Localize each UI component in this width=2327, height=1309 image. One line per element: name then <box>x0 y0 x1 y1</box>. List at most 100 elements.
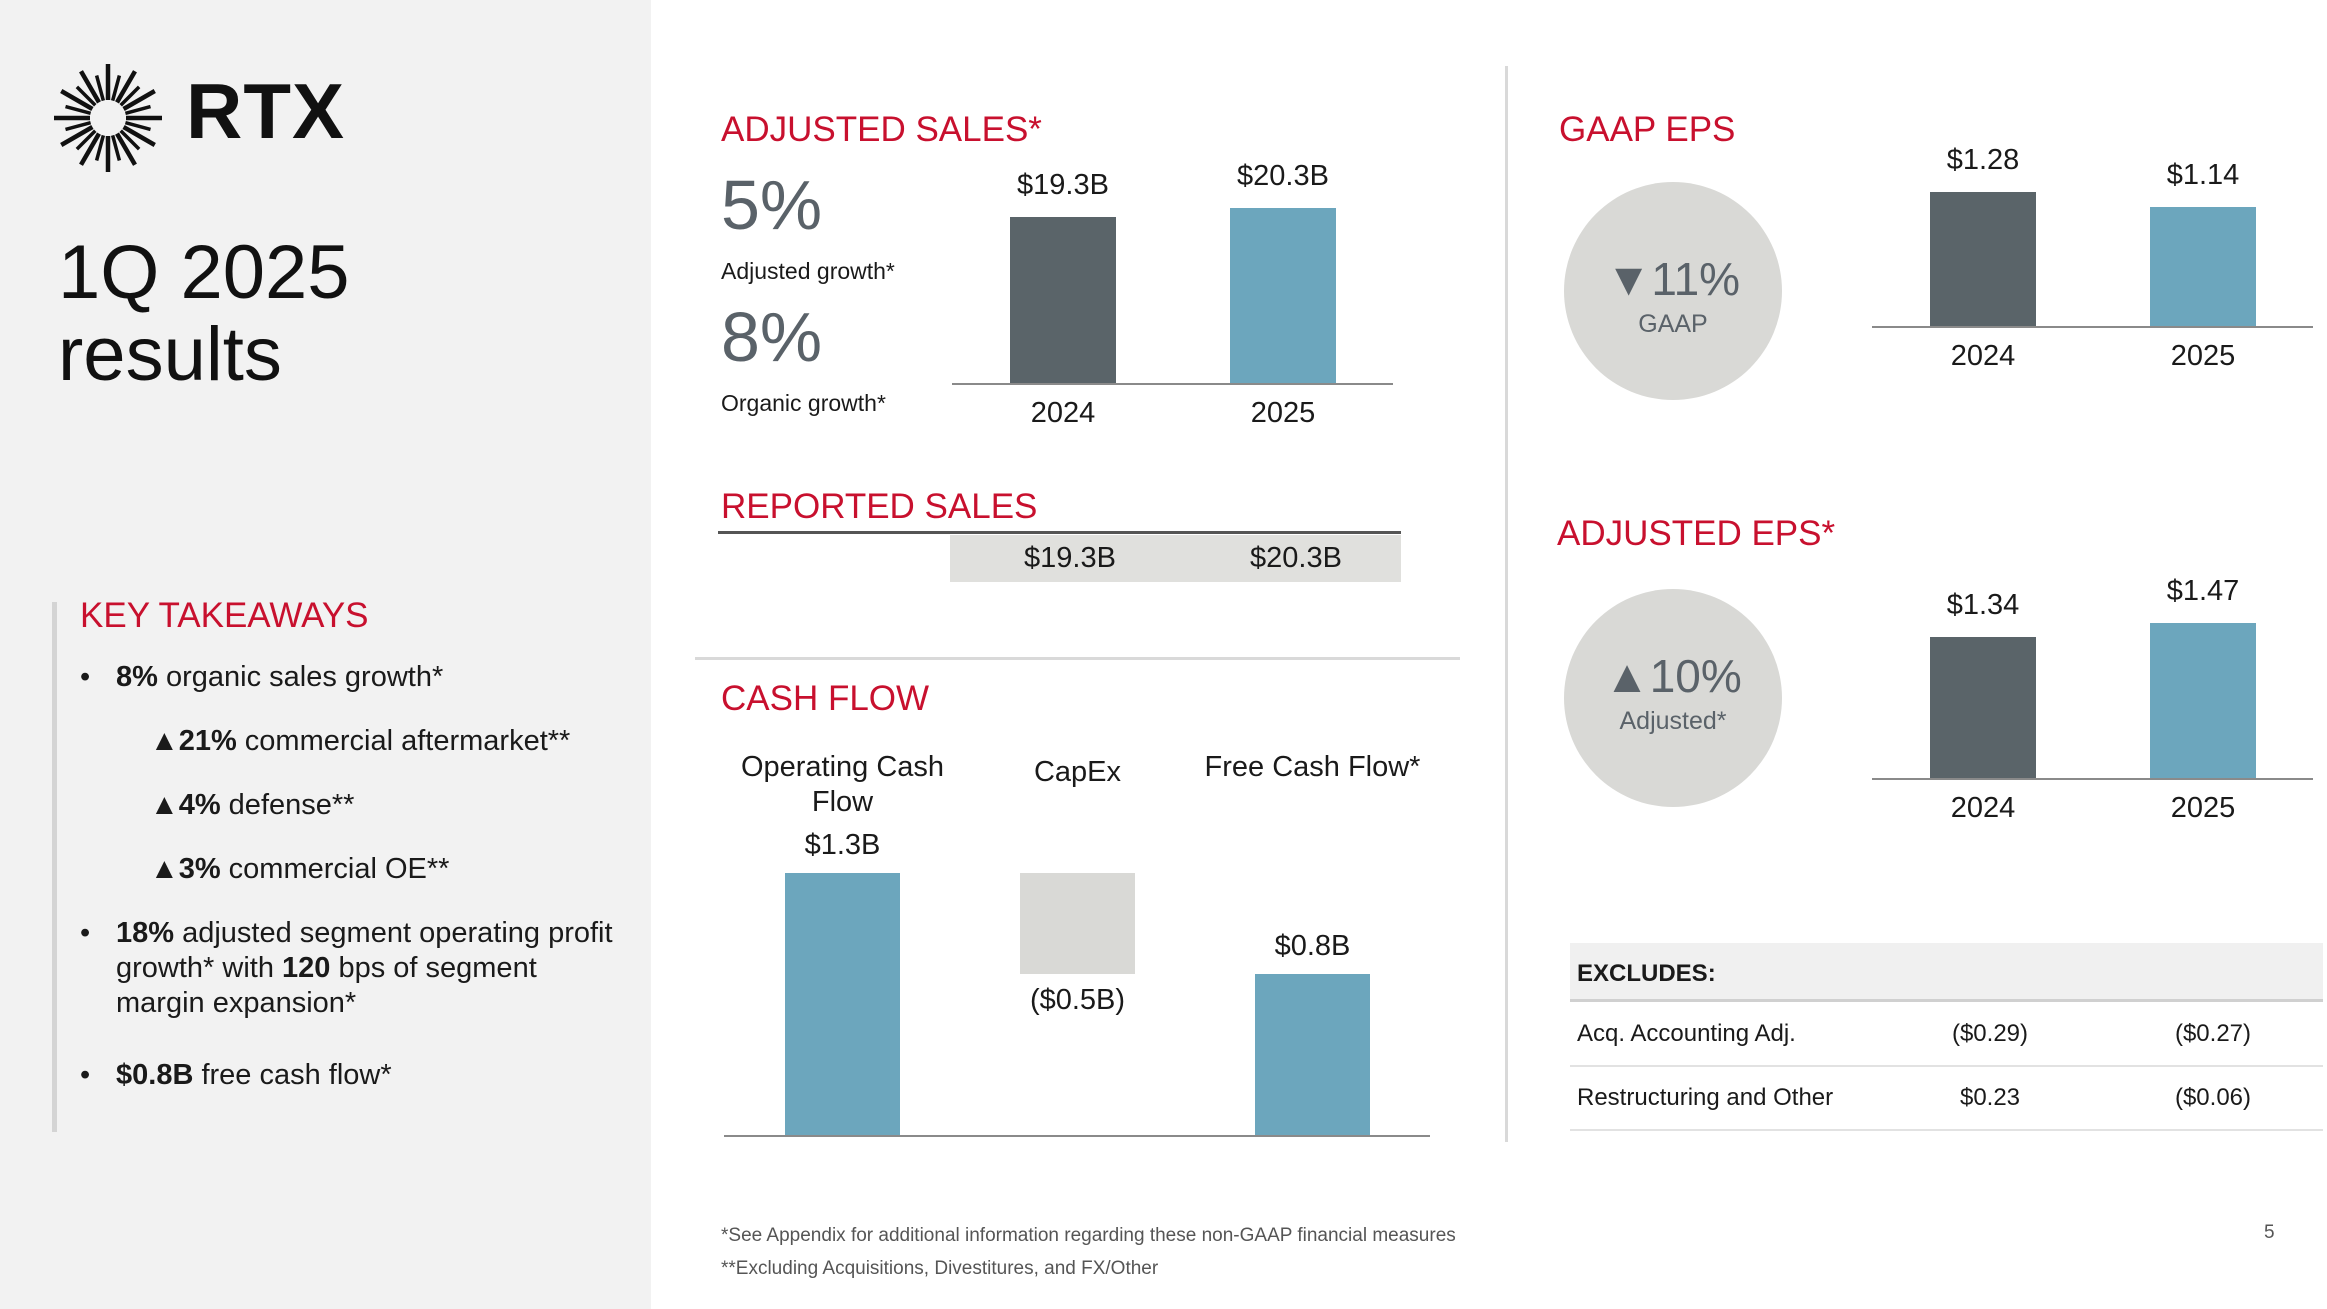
data-label: $1.28 <box>1946 144 2020 176</box>
sidebar-panel <box>0 0 651 1309</box>
takeaway-bold: 4% <box>178 789 221 821</box>
logo-ray <box>60 89 94 111</box>
x-category-label: CapEx <box>1033 756 1122 788</box>
takeaway-bold: 120 <box>282 952 331 984</box>
bar <box>1930 192 2036 326</box>
excludes-row-divider <box>1570 1065 2323 1067</box>
bar <box>1020 873 1135 974</box>
cash-flow-heading: CASH FLOW <box>721 679 930 718</box>
bar <box>2150 623 2256 778</box>
data-label: $1.47 <box>2166 575 2240 607</box>
logo-ray <box>79 70 101 104</box>
takeaway-text: commercial OE** <box>220 853 450 885</box>
x-tick-label: 2025 <box>2170 792 2236 824</box>
data-label: $19.3B <box>1017 168 1109 201</box>
excludes-row-2024: ($0.29) <box>1951 1020 2029 1047</box>
takeaway-bold: 18% <box>116 917 175 949</box>
footnote-excluding: **Excluding Acquisitions, Divestitures, … <box>721 1258 1159 1279</box>
logo-ray <box>94 75 106 102</box>
reported-sales-2025: $20.3B <box>1250 542 1342 574</box>
bar <box>785 873 900 1135</box>
takeaway-sub-aftermarket: ▲21% commercial aftermarket** <box>150 724 570 759</box>
takeaway-text: bps of segment margin expansion* <box>116 952 537 1019</box>
adjusted-eps-heading: ADJUSTED EPS* <box>1557 514 1836 553</box>
logo-ray <box>75 129 97 151</box>
excludes-row-2024: $0.23 <box>1959 1084 2021 1111</box>
excludes-row-divider <box>1570 1129 2323 1131</box>
key-takeaways-heading: KEY TAKEAWAYS <box>80 596 369 635</box>
adjusted-growth-label: Adjusted growth* <box>721 258 895 284</box>
takeaways-accent-bar <box>52 602 57 1132</box>
data-label: $1.3B <box>804 829 881 861</box>
logo-ray <box>115 70 137 104</box>
takeaway-text: free cash flow* <box>193 1059 392 1091</box>
takeaway-bold: 3% <box>178 853 221 885</box>
logo-ray <box>75 85 97 107</box>
excludes-row-label: Restructuring and Other <box>1577 1084 1834 1111</box>
page-title-line2: results <box>58 312 282 397</box>
takeaway-sub-defense: ▲4% defense** <box>150 788 354 823</box>
data-label: ($0.5B) <box>1029 983 1126 1016</box>
adjusted-eps-change-circle: ▲10% Adjusted* <box>1564 589 1782 807</box>
gaap-eps-change-circle: ▼11% GAAP <box>1564 182 1782 400</box>
takeaway-sub-commercial-oe: ▲3% commercial OE** <box>150 852 449 887</box>
adjusted-growth-value: 5% <box>721 166 823 244</box>
organic-growth-value: 8% <box>721 298 823 376</box>
page-number: 5 <box>2264 1222 2275 1243</box>
bullet: • <box>80 917 91 949</box>
logo-ray <box>110 134 122 161</box>
excludes-row-2025: ($0.06) <box>2174 1084 2252 1111</box>
takeaway-bold: 21% <box>178 725 237 757</box>
bar <box>1010 216 1116 383</box>
up-arrow-icon: ▲ <box>150 789 179 821</box>
x-tick-label: 2024 <box>1950 792 2016 824</box>
x-category-label: Free Cash Flow* <box>1204 751 1421 783</box>
data-label: $1.14 <box>2166 158 2240 191</box>
excludes-row-2025: ($0.27) <box>2174 1020 2252 1047</box>
footnote-non-gaap: *See Appendix for additional information… <box>721 1225 1456 1246</box>
bar <box>1255 973 1370 1135</box>
x-tick-label: 2024 <box>1030 397 1096 429</box>
takeaway-bold: $0.8B <box>116 1059 194 1091</box>
adjusted-eps-change-label: Adjusted* <box>1619 707 1727 735</box>
x-tick-label: 2025 <box>2170 340 2236 372</box>
logo-ray <box>65 120 92 132</box>
up-arrow-icon: ▲ <box>150 725 179 757</box>
x-tick-label: 2025 <box>1250 397 1316 429</box>
adjusted-eps-change-value: ▲10% <box>1604 650 1742 702</box>
reported-sales-band <box>950 535 1401 582</box>
logo-ray <box>115 132 137 166</box>
organic-growth-label: Organic growth* <box>721 390 886 416</box>
logo-ray <box>119 129 141 151</box>
bar <box>2150 206 2256 326</box>
logo-ray <box>110 75 122 102</box>
data-label: $20.3B <box>1237 160 1329 192</box>
excludes-header <box>1570 943 2323 1002</box>
data-label: $0.8B <box>1274 929 1351 962</box>
horizontal-divider <box>695 657 1460 660</box>
bar <box>1930 636 2036 778</box>
logo-ray <box>65 104 92 116</box>
x-tick-label: 2024 <box>1950 340 2016 372</box>
page-title: 1Q 2025 results <box>58 232 618 396</box>
gaap-eps-change-label: GAAP <box>1638 310 1708 338</box>
logo-ray <box>60 125 94 147</box>
x-axis-line <box>724 1135 1430 1137</box>
takeaway-text: adjusted segment operating profit growth… <box>116 917 613 984</box>
takeaway-text: defense** <box>220 789 355 821</box>
logo-ray <box>119 85 141 107</box>
excludes-heading: EXCLUDES: <box>1577 960 1716 987</box>
x-axis-line <box>952 383 1393 385</box>
data-label: $1.34 <box>1946 588 2020 621</box>
logo-ray <box>122 89 156 111</box>
logo-ray <box>124 120 151 132</box>
bullet: • <box>80 1059 91 1091</box>
rtx-sunburst-icon <box>54 64 162 172</box>
logo-text: RTX <box>186 67 345 155</box>
gaap-eps-change-value: ▼11% <box>1605 253 1741 305</box>
page-title-line1: 1Q 2025 <box>58 230 350 315</box>
gaap-eps-heading: GAAP EPS <box>1559 110 1736 149</box>
logo-ray <box>124 104 151 116</box>
x-axis-line <box>1872 778 2313 780</box>
adjusted-sales-heading: ADJUSTED SALES* <box>721 110 1042 149</box>
